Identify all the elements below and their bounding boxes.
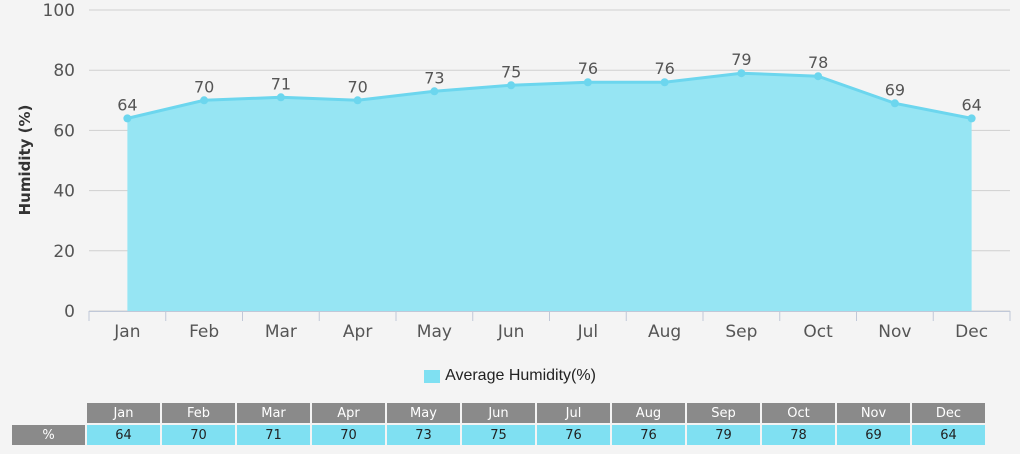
y-tick-label: 60	[53, 121, 75, 141]
legend-swatch	[424, 369, 441, 383]
y-tick-label: 40	[53, 182, 75, 202]
y-tick-label: 100	[43, 1, 75, 21]
data-label: 69	[885, 80, 905, 99]
y-axis-label: Humidity (%)	[16, 105, 34, 216]
y-tick-label: 20	[53, 242, 75, 262]
data-labels: 64 70 71 70 73 75 76 76 79 78 69 64	[117, 50, 982, 114]
data-point	[200, 96, 209, 105]
y-tick-label: 80	[53, 61, 75, 81]
data-label: 64	[961, 95, 981, 114]
data-label: 76	[654, 59, 674, 78]
x-tick-label: Feb	[189, 322, 219, 342]
table-header-cell: Aug	[612, 403, 685, 423]
data-point	[583, 78, 592, 87]
data-point	[276, 93, 285, 102]
table-header-row: Jan Feb Mar Apr May Jun Jul Aug Sep Oct Nov Dec	[12, 403, 985, 423]
table-header-cell: Mar	[237, 403, 310, 423]
table-row: % 64 70 71 70 73 75 76 76 79 78 69 64	[12, 425, 985, 445]
data-point	[507, 81, 516, 90]
x-tick-label: Jul	[577, 322, 599, 342]
table-cell: 79	[687, 425, 760, 445]
data-label: 78	[808, 53, 828, 72]
table-header-cell: Oct	[762, 403, 835, 423]
table-cell: 64	[912, 425, 985, 445]
x-axis: Jan Feb Mar Apr May Jun Jul Aug Sep Oct Nov Dec	[88, 311, 1011, 342]
series-line	[127, 71, 972, 120]
table-cell: 75	[462, 425, 535, 445]
table-cell: 70	[162, 425, 235, 445]
y-axis-ticks: 0 20 40 60 80 100	[43, 1, 75, 322]
data-point	[890, 99, 899, 108]
area-fill	[127, 73, 972, 312]
table-header-cell: Sep	[687, 403, 760, 423]
data-point	[660, 78, 669, 87]
table-cell: 64	[87, 425, 160, 445]
data-point	[353, 96, 362, 105]
data-table: Jan Feb Mar Apr May Jun Jul Aug Sep Oct Nov Dec % 6…	[10, 401, 987, 447]
table-cell: 71	[237, 425, 310, 445]
legend-label: Average Humidity(%)	[445, 367, 596, 384]
table-header-cell: Jan	[87, 403, 160, 423]
table-header-cell: Dec	[912, 403, 985, 423]
table-cell: 70	[312, 425, 385, 445]
y-tick-label: 0	[64, 302, 75, 322]
data-label: 76	[578, 59, 598, 78]
x-tick-label: Apr	[343, 322, 372, 342]
table-corner	[12, 403, 85, 423]
table-cell: 76	[537, 425, 610, 445]
table-cell: 76	[612, 425, 685, 445]
table-cell: 78	[762, 425, 835, 445]
table-header-cell: Jul	[537, 403, 610, 423]
x-tick-label: Jun	[497, 322, 525, 342]
x-tick-label: Oct	[803, 322, 833, 342]
legend[interactable]: Average Humidity(%)	[0, 367, 1020, 385]
data-label: 73	[424, 68, 444, 87]
table-header-cell: May	[387, 403, 460, 423]
area-series	[123, 69, 976, 312]
x-tick-label: Mar	[265, 322, 297, 342]
x-tick-label: Sep	[725, 322, 757, 342]
table-cell: 73	[387, 425, 460, 445]
x-tick-label: Nov	[878, 322, 911, 342]
x-tick-label: Jan	[113, 322, 140, 342]
data-point	[430, 87, 439, 96]
data-label: 64	[117, 95, 137, 114]
x-tick-label: Aug	[648, 322, 681, 342]
x-tick-label: May	[417, 322, 452, 342]
table-header-cell: Jun	[462, 403, 535, 423]
data-label: 70	[194, 77, 214, 96]
data-point	[967, 114, 976, 123]
data-point	[814, 72, 823, 81]
table-header-cell: Apr	[312, 403, 385, 423]
data-label: 71	[271, 74, 291, 93]
data-point	[737, 69, 746, 78]
x-tick-label: Dec	[955, 322, 988, 342]
data-point	[123, 114, 132, 123]
data-label: 79	[731, 50, 751, 69]
data-label: 75	[501, 62, 521, 81]
table-row-label: %	[12, 425, 85, 445]
table-cell: 69	[837, 425, 910, 445]
table-header-cell: Feb	[162, 403, 235, 423]
humidity-chart: 0 20 40 60 80 100 Jan Feb Mar Apr May Jun Jul Aug Sep…	[16, 1, 1011, 342]
data-label: 70	[347, 77, 367, 96]
table-header-cell: Nov	[837, 403, 910, 423]
